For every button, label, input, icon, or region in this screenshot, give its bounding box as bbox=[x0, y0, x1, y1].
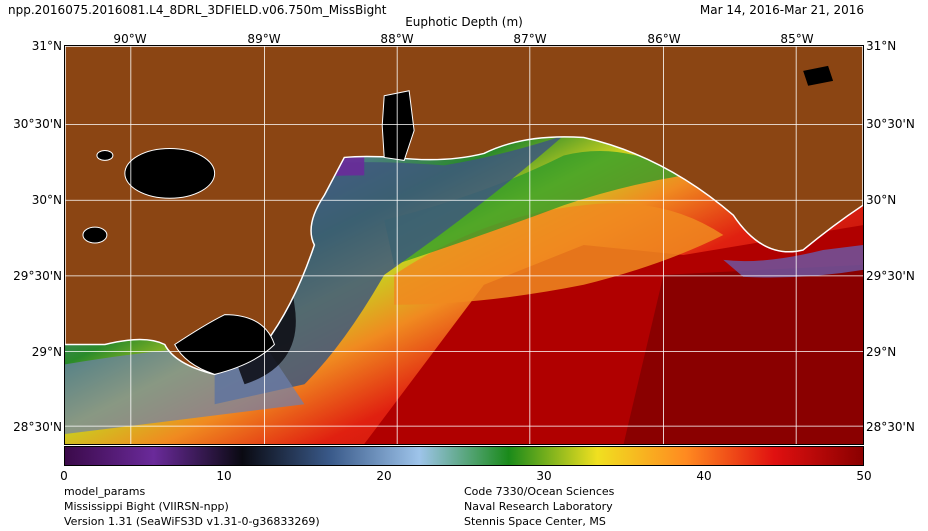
lat-label-right-30n: 30°N bbox=[866, 193, 897, 207]
footer-right: Code 7330/Ocean Sciences Naval Research … bbox=[464, 484, 614, 529]
lake-pontchartrain bbox=[124, 147, 216, 199]
coastal-purple-east bbox=[723, 245, 863, 278]
footer-left: model_params Mississippi Bight (VIIRSN-n… bbox=[64, 484, 320, 529]
colorbar bbox=[64, 446, 864, 466]
lat-label-left-30-30n: 30°30'N bbox=[13, 117, 62, 131]
lat-label-right-29n: 29°N bbox=[866, 345, 897, 359]
lat-label-right-29-30n: 29°30'N bbox=[866, 269, 915, 283]
lon-label-86w: 86°W bbox=[647, 32, 681, 46]
colorbar-tick-0: 0 bbox=[60, 469, 68, 483]
lat-label-left-29n: 29°N bbox=[31, 345, 62, 359]
date-range: Mar 14, 2016-Mar 21, 2016 bbox=[699, 3, 864, 17]
colorbar-tick-50: 50 bbox=[856, 469, 872, 483]
colorbar-tick-10: 10 bbox=[216, 469, 232, 483]
lat-label-left-31n: 31°N bbox=[31, 39, 62, 53]
lat-label-right-28-30n: 28°30'N bbox=[866, 420, 915, 434]
lake-maurepas bbox=[96, 149, 114, 161]
offshore-darkest-field bbox=[623, 264, 863, 444]
lon-label-89w: 89°W bbox=[247, 32, 281, 46]
mobile-bay bbox=[381, 90, 415, 161]
lat-label-left-28-30n: 28°30'N bbox=[13, 420, 62, 434]
plume-orange bbox=[394, 203, 724, 305]
variable-title: Euphotic Depth (m) bbox=[405, 15, 523, 29]
footer-lab: Naval Research Laboratory bbox=[464, 500, 613, 513]
colorbar-tick-30: 30 bbox=[536, 469, 552, 483]
footer-code: Code 7330/Ocean Sciences bbox=[464, 485, 615, 498]
inland-lake-east bbox=[803, 65, 834, 86]
footer-region: Mississippi Bight (VIIRSN-npp) bbox=[64, 500, 229, 513]
colorbar-tick-40: 40 bbox=[696, 469, 712, 483]
lake-salvador bbox=[82, 226, 108, 244]
footer-version: Version 1.31 (SeaWiFS3D v1.31-0-g3683326… bbox=[64, 515, 320, 528]
lat-label-right-31n: 31°N bbox=[866, 39, 897, 53]
product-title: npp.2016075.2016081.L4_8DRL_3DFIELD.v06.… bbox=[8, 3, 387, 17]
lon-label-88w: 88°W bbox=[380, 32, 414, 46]
plume-green bbox=[384, 150, 684, 265]
lat-label-right-30-30n: 30°30'N bbox=[866, 117, 915, 131]
footer-model-params: model_params bbox=[64, 485, 146, 498]
map-canvas bbox=[65, 46, 863, 444]
lat-label-left-29-30n: 29°30'N bbox=[13, 269, 62, 283]
lon-label-85w: 85°W bbox=[780, 32, 814, 46]
euphotic-depth-map[interactable] bbox=[64, 45, 864, 445]
footer-location: Stennis Space Center, MS bbox=[464, 515, 606, 528]
colorbar-tick-20: 20 bbox=[376, 469, 392, 483]
lat-label-left-30n: 30°N bbox=[31, 193, 62, 207]
graticule bbox=[65, 46, 863, 444]
lon-label-87w: 87°W bbox=[513, 32, 547, 46]
lon-label-90w: 90°W bbox=[113, 32, 147, 46]
